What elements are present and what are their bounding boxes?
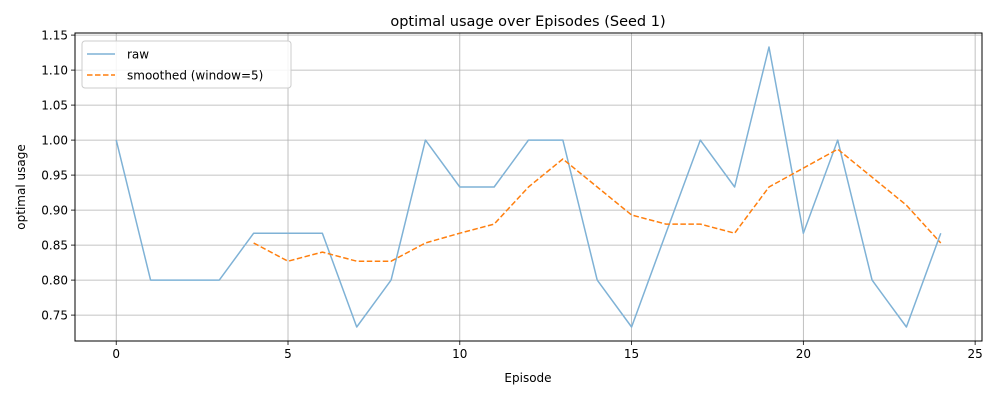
y-tick-label: 1.05 — [41, 99, 68, 113]
x-axis: 0 5 10 15 20 25 — [112, 341, 983, 361]
chart-title: optimal usage over Episodes (Seed 1) — [390, 14, 665, 30]
x-tick-label: 5 — [284, 347, 292, 361]
y-tick-label: 0.75 — [41, 309, 68, 323]
y-tick-label: 1.10 — [41, 64, 68, 78]
x-tick-label: 15 — [624, 347, 639, 361]
series-line-smoothed — [253, 148, 942, 262]
y-tick-label: 0.90 — [41, 204, 68, 218]
x-tick-label: 0 — [112, 347, 120, 361]
y-tick-label: 1.15 — [41, 29, 68, 43]
grid-lines — [75, 33, 982, 341]
y-tick-label: 0.95 — [41, 169, 68, 183]
series-line-raw — [115, 46, 942, 328]
x-tick-label: 25 — [967, 347, 982, 361]
x-axis-label: Episode — [504, 371, 551, 385]
y-axis: 0.75 0.80 0.85 0.90 0.95 1.00 1.05 1.10 1.15 — [41, 29, 75, 323]
x-tick-label: 20 — [796, 347, 811, 361]
y-tick-label: 1.00 — [41, 134, 68, 148]
x-tick-label: 10 — [452, 347, 467, 361]
y-axis-label: optimal usage — [14, 144, 28, 229]
y-tick-label: 0.85 — [41, 239, 68, 253]
plot-frame — [74, 32, 983, 342]
legend: raw smoothed (window=5) — [81, 40, 292, 89]
legend-label-raw: raw — [127, 48, 149, 62]
series-group — [115, 46, 942, 328]
legend-box — [81, 40, 292, 89]
legend-label-smoothed: smoothed (window=5) — [127, 69, 263, 83]
y-tick-label: 0.80 — [41, 274, 68, 288]
